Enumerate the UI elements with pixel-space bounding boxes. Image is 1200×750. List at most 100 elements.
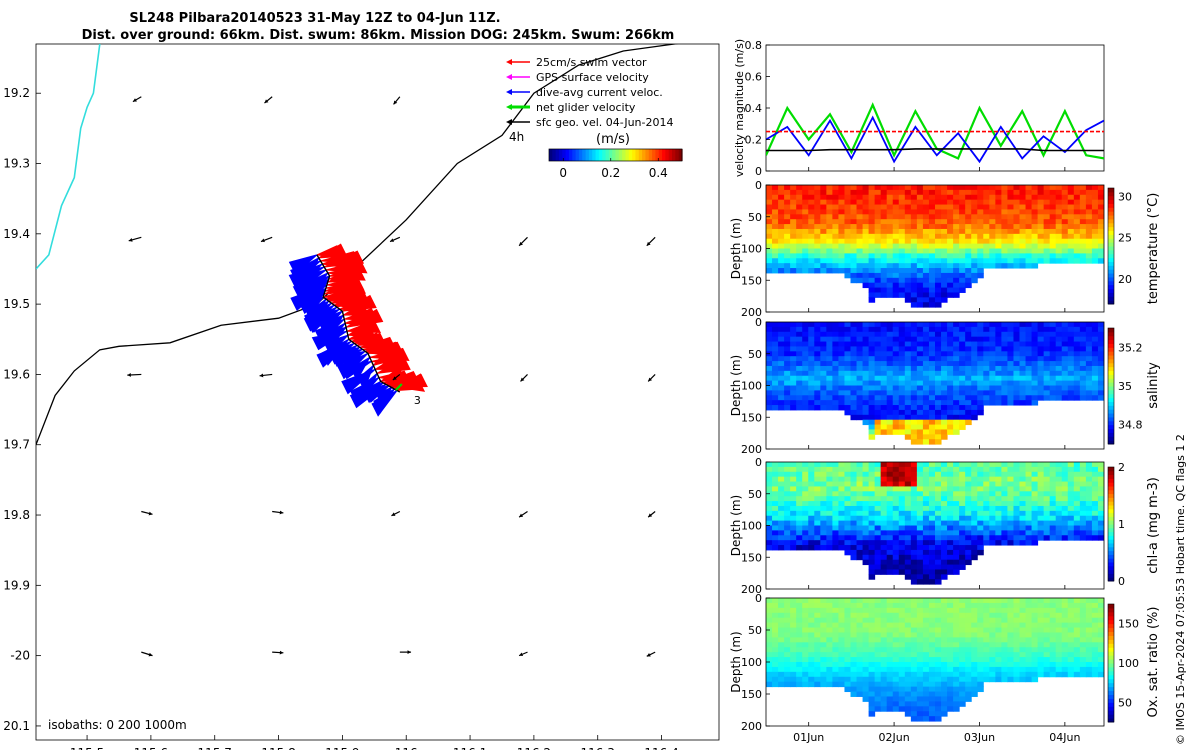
section-cell [820, 515, 827, 522]
section-cell [1013, 540, 1020, 546]
section-cell [941, 204, 948, 210]
section-cell [977, 671, 984, 678]
section-cell [935, 204, 942, 210]
section-cell [922, 209, 930, 215]
section-cell [886, 681, 894, 688]
section-cell [1073, 346, 1081, 352]
section-cell [898, 701, 906, 707]
section-cell [959, 476, 966, 483]
section-cell [802, 209, 809, 215]
section-cell [844, 671, 851, 678]
section-cell [922, 671, 930, 678]
section-cell [826, 602, 833, 609]
section-cell [886, 409, 894, 416]
section-cell [904, 545, 912, 551]
section-cell [935, 272, 942, 279]
section-cell [778, 326, 785, 333]
section-cell [856, 224, 864, 230]
section-cell [971, 204, 978, 210]
section-cell [802, 395, 809, 401]
section-cell [910, 706, 918, 712]
section-cell [808, 647, 815, 653]
section-cell [941, 642, 948, 648]
section-cell [1043, 209, 1051, 215]
section-cell [826, 385, 833, 391]
section-cell [941, 297, 948, 303]
section-cell [1007, 204, 1014, 210]
section-cell [977, 233, 984, 240]
section-cell [814, 622, 821, 629]
section-cell [1037, 341, 1045, 347]
section-cell [1013, 341, 1020, 347]
section-cell [790, 525, 797, 531]
section-cell [892, 505, 900, 512]
section-cell [1037, 505, 1045, 512]
section-cell [796, 671, 803, 678]
section-cell [904, 681, 912, 688]
section-cell [880, 214, 888, 220]
section-cell [778, 637, 785, 643]
section-cell [971, 370, 978, 377]
section-cell [766, 471, 773, 478]
section-cell [808, 385, 815, 391]
section-cell [1031, 535, 1039, 541]
section-cell [886, 346, 894, 352]
section-cell [838, 263, 845, 269]
section-cell [832, 209, 839, 215]
section-cell [965, 525, 972, 531]
section-cell [953, 341, 960, 347]
section-cell [941, 346, 948, 352]
section-cell [766, 322, 773, 328]
section-cell [1025, 642, 1033, 648]
section-cell [910, 486, 918, 492]
section-cell [1055, 662, 1063, 668]
section-cell [947, 189, 954, 196]
section-cell [772, 657, 779, 663]
section-cell [892, 292, 900, 298]
section-cell [796, 545, 803, 551]
section-cell [1067, 535, 1075, 541]
section-cell [808, 351, 815, 357]
section-cell [856, 194, 864, 201]
section-cell [850, 637, 858, 643]
section-cell [941, 336, 948, 343]
section-cell [832, 476, 839, 483]
section-cell [880, 569, 888, 575]
section-cell [1097, 238, 1104, 245]
section-cell [766, 395, 773, 401]
section-cell [1085, 185, 1093, 191]
section-cell [772, 405, 779, 411]
section-cell [1049, 365, 1057, 372]
section-cell [802, 390, 809, 396]
section-cell [886, 204, 894, 210]
section-cell [868, 390, 876, 396]
section-cell [1061, 647, 1069, 653]
section-cell [935, 657, 942, 663]
section-cell [910, 409, 918, 416]
section-cell [941, 569, 948, 575]
section-cell [778, 385, 785, 391]
section-y-tick-label: 0 [755, 456, 762, 469]
section-cell [953, 505, 960, 512]
section-cell [941, 219, 948, 225]
section-colorbar-step [1108, 416, 1114, 422]
section-cell [1061, 322, 1069, 328]
section-cell [1091, 602, 1099, 609]
section-cell [1097, 662, 1104, 668]
section-cell [886, 627, 894, 633]
section-cell [1067, 199, 1075, 206]
section-cell [826, 365, 833, 372]
section-cell [892, 419, 900, 426]
section-cell [808, 525, 815, 531]
section-cell [886, 429, 894, 435]
section-cell [922, 627, 930, 633]
section-cell [802, 617, 809, 624]
section-cell [1007, 540, 1014, 546]
section-cell [953, 238, 960, 245]
section-cell [1067, 395, 1075, 401]
section-cell [989, 657, 996, 663]
section-cell [916, 662, 924, 668]
section-cell [820, 652, 827, 658]
section-cell [820, 365, 827, 372]
section-cell [892, 258, 900, 264]
